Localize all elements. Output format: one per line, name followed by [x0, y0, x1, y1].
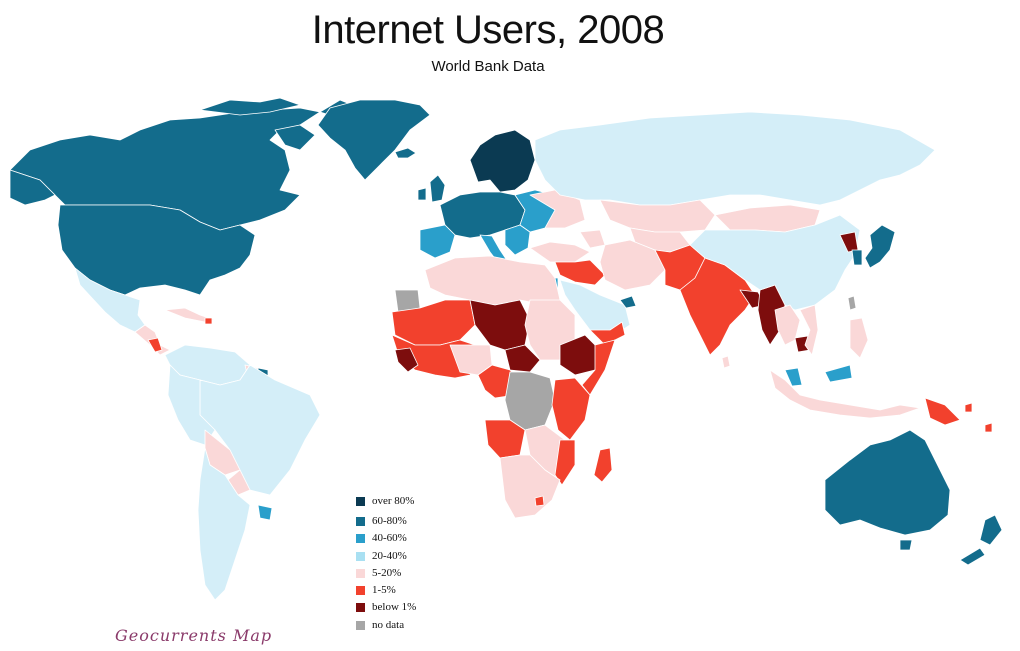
legend-swatch [356, 568, 365, 578]
region-malaysia [784, 364, 853, 387]
region-kazakhstan [599, 199, 716, 233]
legend-label: 20-40% [372, 550, 407, 562]
region-sri-lanka [721, 355, 731, 369]
region-argentina-chile [197, 447, 251, 601]
region-uk-ireland [417, 174, 446, 203]
region-greenland [317, 99, 431, 181]
region-uae [619, 295, 637, 309]
region-iceland [394, 147, 417, 159]
region-haiti [204, 317, 213, 325]
region-tasmania [899, 539, 913, 551]
region-indonesia [769, 369, 921, 419]
region-mozambique [554, 439, 576, 486]
region-madagascar [593, 447, 613, 483]
region-syria-iraq [554, 259, 606, 286]
region-honduras-nicaragua [147, 337, 163, 353]
region-iberia [419, 224, 456, 259]
legend-swatch [356, 551, 365, 561]
region-china [689, 214, 861, 311]
region-north-africa [424, 255, 561, 306]
region-mauritania-mali [391, 299, 476, 346]
legend-item: 40-60% [356, 531, 407, 545]
legend-label: 60-80% [372, 515, 407, 527]
legend-item: 60-80% [356, 514, 407, 528]
region-papua [924, 397, 961, 426]
region-vietnam [799, 304, 819, 356]
legend-label: over 80% [372, 495, 415, 507]
legend-swatch [356, 516, 365, 526]
region-thailand-laos [774, 304, 801, 346]
legend-item: 1-5% [356, 583, 396, 597]
region-caribbean [164, 307, 216, 323]
region-niger-chad [469, 299, 531, 351]
map-credit: Geocurrents Map [115, 626, 273, 645]
region-brazil [199, 364, 321, 496]
region-australia [824, 429, 951, 536]
legend-item: no data [356, 618, 404, 632]
region-uruguay [257, 504, 273, 521]
legend-label: no data [372, 619, 405, 631]
map-title: Internet Users, 2008 [311, 8, 665, 52]
region-pacific-islands [964, 402, 993, 433]
region-car [504, 344, 541, 373]
legend-item: over 80% [356, 494, 414, 508]
legend-item: 5-20% [356, 566, 401, 580]
legend-label: below 1% [372, 601, 417, 613]
map-subtitle: World Bank Data [431, 58, 545, 75]
legend-item: below 1% [356, 600, 416, 614]
region-alaska [9, 169, 56, 206]
region-caucasus [579, 229, 606, 249]
region-japan [864, 224, 896, 269]
region-southern-africa [499, 454, 561, 519]
region-scandinavia [469, 129, 536, 193]
region-philippines [849, 317, 869, 359]
legend-item: 20-40% [356, 549, 407, 563]
region-angola [484, 419, 526, 459]
legend-label: 5-20% [372, 567, 402, 579]
region-russia [534, 111, 936, 206]
region-south-korea [851, 249, 863, 266]
region-new-zealand [959, 514, 1003, 566]
legend-swatch [356, 602, 365, 612]
region-east-africa [551, 377, 591, 441]
legend-swatch [356, 496, 365, 506]
region-turkey [529, 241, 591, 263]
legend-label: 40-60% [372, 532, 407, 544]
region-yemen [589, 321, 626, 346]
region-taiwan [847, 295, 857, 311]
legend-label: 1-5% [372, 584, 396, 596]
legend-swatch [356, 533, 365, 543]
legend-swatch [356, 620, 365, 630]
legend-swatch [356, 585, 365, 595]
region-lesotho [534, 495, 545, 507]
region-sierra-leone-liberia [394, 347, 419, 373]
